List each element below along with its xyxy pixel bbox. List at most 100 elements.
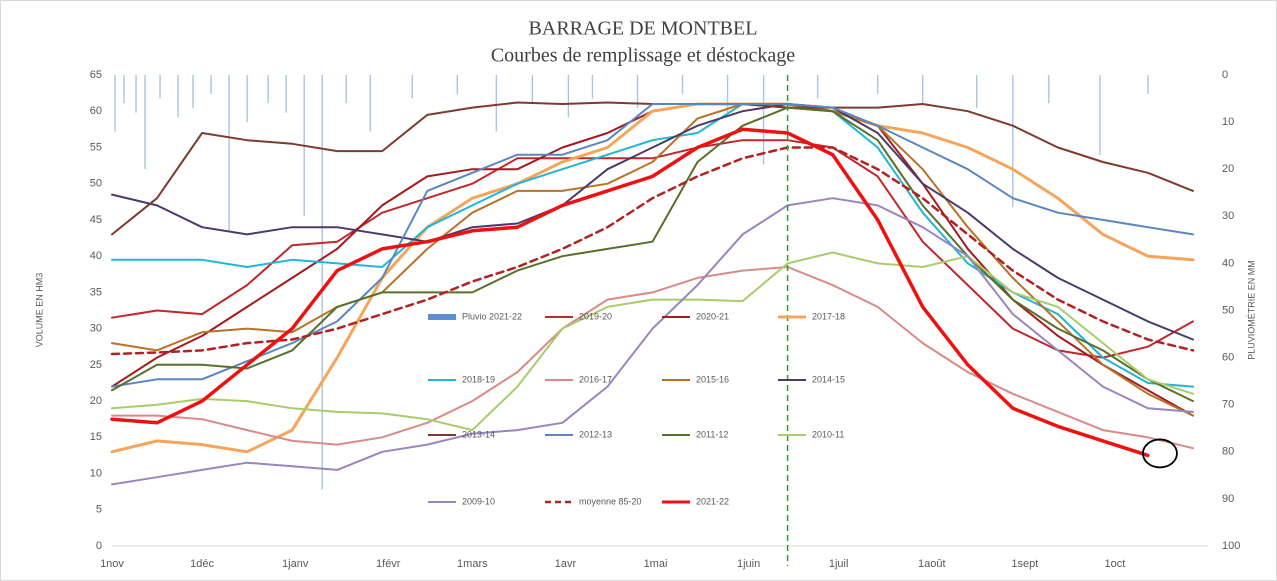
y-tick-label: 5: [96, 504, 102, 516]
legend-label: 2012-13: [579, 429, 612, 439]
rain-bar: [285, 75, 287, 113]
legend-label: 2016-17: [579, 374, 612, 384]
legend-label: 2019-20: [579, 311, 612, 321]
rain-bar: [144, 75, 146, 170]
y-tick-label: 35: [90, 286, 102, 298]
y-tick-label: 30: [90, 323, 102, 335]
rain-bar: [177, 75, 179, 118]
y-tick-label: 40: [90, 250, 102, 262]
x-tick-label: 1sept: [1011, 558, 1038, 570]
legend-label: 2014-15: [812, 374, 845, 384]
rain-bar: [228, 75, 230, 231]
x-tick-label: 1juin: [737, 558, 760, 570]
rain-bar: [681, 75, 684, 94]
legend-label: 2009-10: [462, 496, 495, 506]
x-tick-label: 1mai: [644, 558, 668, 570]
y-tick-label: 25: [90, 359, 102, 371]
series-line: [111, 266, 1194, 450]
rain-bar: [531, 75, 534, 104]
series-line: [111, 103, 1194, 388]
rain-bar: [976, 75, 978, 108]
legend-label: 2021-22: [696, 496, 729, 506]
rain-bar: [636, 75, 639, 108]
rain-bar: [495, 75, 498, 132]
rain-bar: [726, 75, 729, 113]
legend-label: moyenne 85-20: [579, 496, 642, 506]
rain-bar: [1012, 75, 1014, 207]
y2-tick-label: 30: [1222, 210, 1234, 222]
rain-bar: [876, 75, 879, 94]
legend-label: 2015-16: [696, 374, 729, 384]
x-tick-label: 1avr: [555, 558, 577, 570]
rain-bar: [1099, 75, 1101, 156]
rain-bar: [567, 75, 570, 118]
y2-tick-label: 100: [1222, 540, 1240, 552]
y2-tick-label: 50: [1222, 304, 1234, 316]
highlight-circle: [1142, 438, 1178, 469]
x-tick-label: 1août: [918, 558, 946, 570]
y-tick-label: 45: [90, 214, 102, 226]
x-tick-label: 1mars: [457, 558, 488, 570]
y2-tick-label: 10: [1222, 116, 1234, 128]
series-line: [111, 251, 1194, 432]
y-tick-label: 15: [90, 431, 102, 443]
series-line: [110, 102, 1195, 454]
rain-bar: [159, 75, 161, 99]
rain-bar: [267, 75, 269, 104]
rain-bar: [123, 75, 125, 104]
rain-bar: [192, 75, 194, 108]
x-tick-label: 1nov: [100, 558, 124, 570]
chart-subtitle: Courbes de remplissage et déstockage: [491, 45, 795, 67]
y2-tick-label: 60: [1222, 352, 1234, 364]
series-line: [111, 197, 1194, 486]
legend-label: Pluvio 2021-22: [462, 311, 522, 321]
rain-bar: [922, 75, 924, 104]
rain-bar: [411, 75, 413, 99]
y-axis-title: VOLUME EN HM3: [34, 273, 44, 348]
x-tick-label: 1janv: [282, 558, 309, 570]
legend-label: 2013-14: [462, 429, 495, 439]
legend-label: 2011-12: [696, 429, 728, 439]
series-line: [111, 106, 1194, 403]
x-tick-label: 1oct: [1105, 558, 1126, 570]
rain-bar: [345, 75, 347, 104]
x-tick-label: 1juil: [829, 558, 849, 570]
y-tick-label: 50: [90, 178, 102, 190]
y-tick-label: 65: [90, 69, 102, 81]
y2-tick-label: 80: [1222, 446, 1234, 458]
legend-label: 2018-19: [462, 374, 495, 384]
rain-bar: [321, 75, 323, 490]
rain-bar: [762, 75, 765, 165]
y-tick-label: 55: [90, 141, 102, 153]
y2-tick-label: 40: [1222, 257, 1234, 269]
rain-bar: [1048, 75, 1050, 104]
series-line: [111, 103, 1194, 417]
y-tick-label: 20: [90, 395, 102, 407]
y2-tick-label: 90: [1222, 493, 1234, 505]
series-line: [110, 146, 1195, 356]
y-tick-label: 10: [90, 467, 102, 479]
y2-axis-title: PLUVIOMÉTRIE EN MM: [1246, 260, 1256, 360]
x-tick-label: 1févr: [376, 558, 401, 570]
series-line: [111, 139, 1194, 359]
rain-bar: [210, 75, 212, 94]
rain-bar: [135, 75, 137, 113]
rain-bar: [369, 75, 371, 132]
rain-bar: [114, 75, 116, 132]
x-tick-label: 1déc: [190, 558, 214, 570]
rain-bar: [816, 75, 819, 99]
y2-tick-label: 0: [1222, 69, 1228, 81]
y-tick-label: 60: [90, 105, 102, 117]
rain-bar: [1147, 75, 1149, 94]
series-line: [111, 103, 1194, 341]
legend-label: 2017-18: [812, 311, 845, 321]
y-tick-label: 0: [96, 540, 102, 552]
y2-tick-label: 70: [1222, 399, 1234, 411]
series-line: [110, 127, 1150, 458]
rain-bar: [246, 75, 248, 123]
rain-bar: [591, 75, 594, 99]
y2-tick-label: 20: [1222, 163, 1234, 175]
legend-swatch: [428, 314, 456, 320]
